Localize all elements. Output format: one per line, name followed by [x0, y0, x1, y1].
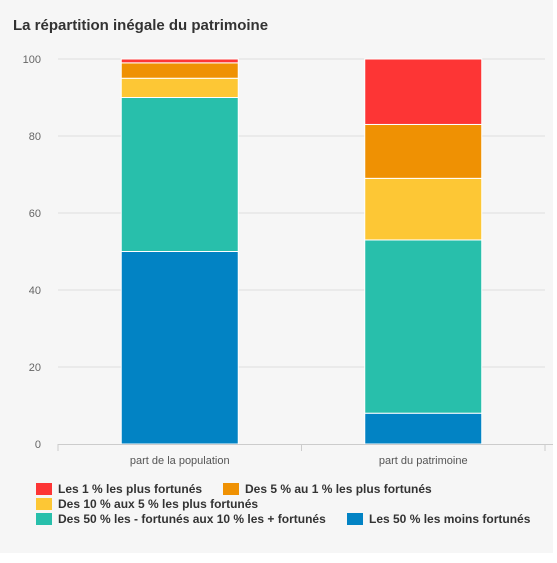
y-tick-label: 80 — [29, 131, 41, 143]
bar-segment — [364, 412, 483, 445]
legend-swatch — [36, 482, 52, 495]
axes: 0 20 40 60 80 100 part de la population part du… — [23, 54, 553, 467]
x-tick-label: part du patrimoine — [379, 455, 468, 467]
legend-swatch — [347, 512, 363, 525]
chart-title: La répartition inégale du patrimoine — [13, 17, 269, 34]
legend-item[interactable]: Les 50 % les moins fortunés — [347, 511, 530, 526]
bars — [120, 58, 483, 445]
legend-swatch — [223, 482, 239, 495]
bar-segment — [120, 62, 239, 79]
legend-item[interactable]: Les 1 % les plus fortunés — [36, 481, 202, 496]
chart-legend: Les 1 % les plus fortunés Des 5 % au 1 % … — [36, 481, 551, 541]
stacked-bar-chart: 0 20 40 60 80 100 part de la population part du… — [23, 54, 553, 467]
legend-item[interactable]: Des 10 % aux 5 % les plus fortunés — [36, 496, 258, 511]
bar-segment — [120, 251, 239, 445]
bar-segment — [364, 123, 483, 179]
y-tick-label: 20 — [29, 362, 41, 374]
legend-label: Des 50 % les - fortunés aux 10 % les + f… — [58, 511, 326, 526]
y-tick-label: 60 — [29, 208, 41, 220]
chart-card: La répartition inégale du patrimoine 0 20… — [13, 17, 553, 541]
bar-segment — [364, 177, 483, 241]
y-tick-label: 100 — [23, 54, 41, 66]
legend-item[interactable]: Des 50 % les - fortunés aux 10 % les + f… — [36, 511, 326, 526]
bar-segment — [120, 97, 239, 252]
bar-segment — [120, 77, 239, 98]
legend-item[interactable]: Des 5 % au 1 % les plus fortunés — [223, 481, 432, 496]
bar-segment — [364, 239, 483, 414]
y-tick-label: 0 — [35, 439, 41, 451]
bar-segment — [120, 58, 239, 64]
legend-label: Des 5 % au 1 % les plus fortunés — [245, 481, 432, 496]
legend-label: Les 50 % les moins fortunés — [369, 511, 531, 526]
legend-swatch — [36, 512, 52, 525]
legend-label: Des 10 % aux 5 % les plus fortunés — [58, 496, 259, 511]
legend-swatch — [36, 497, 52, 510]
legend-label: Les 1 % les plus fortunés — [58, 481, 203, 496]
bar-segment — [364, 58, 483, 125]
y-tick-label: 40 — [29, 285, 41, 297]
x-tick-label: part de la population — [130, 455, 230, 467]
